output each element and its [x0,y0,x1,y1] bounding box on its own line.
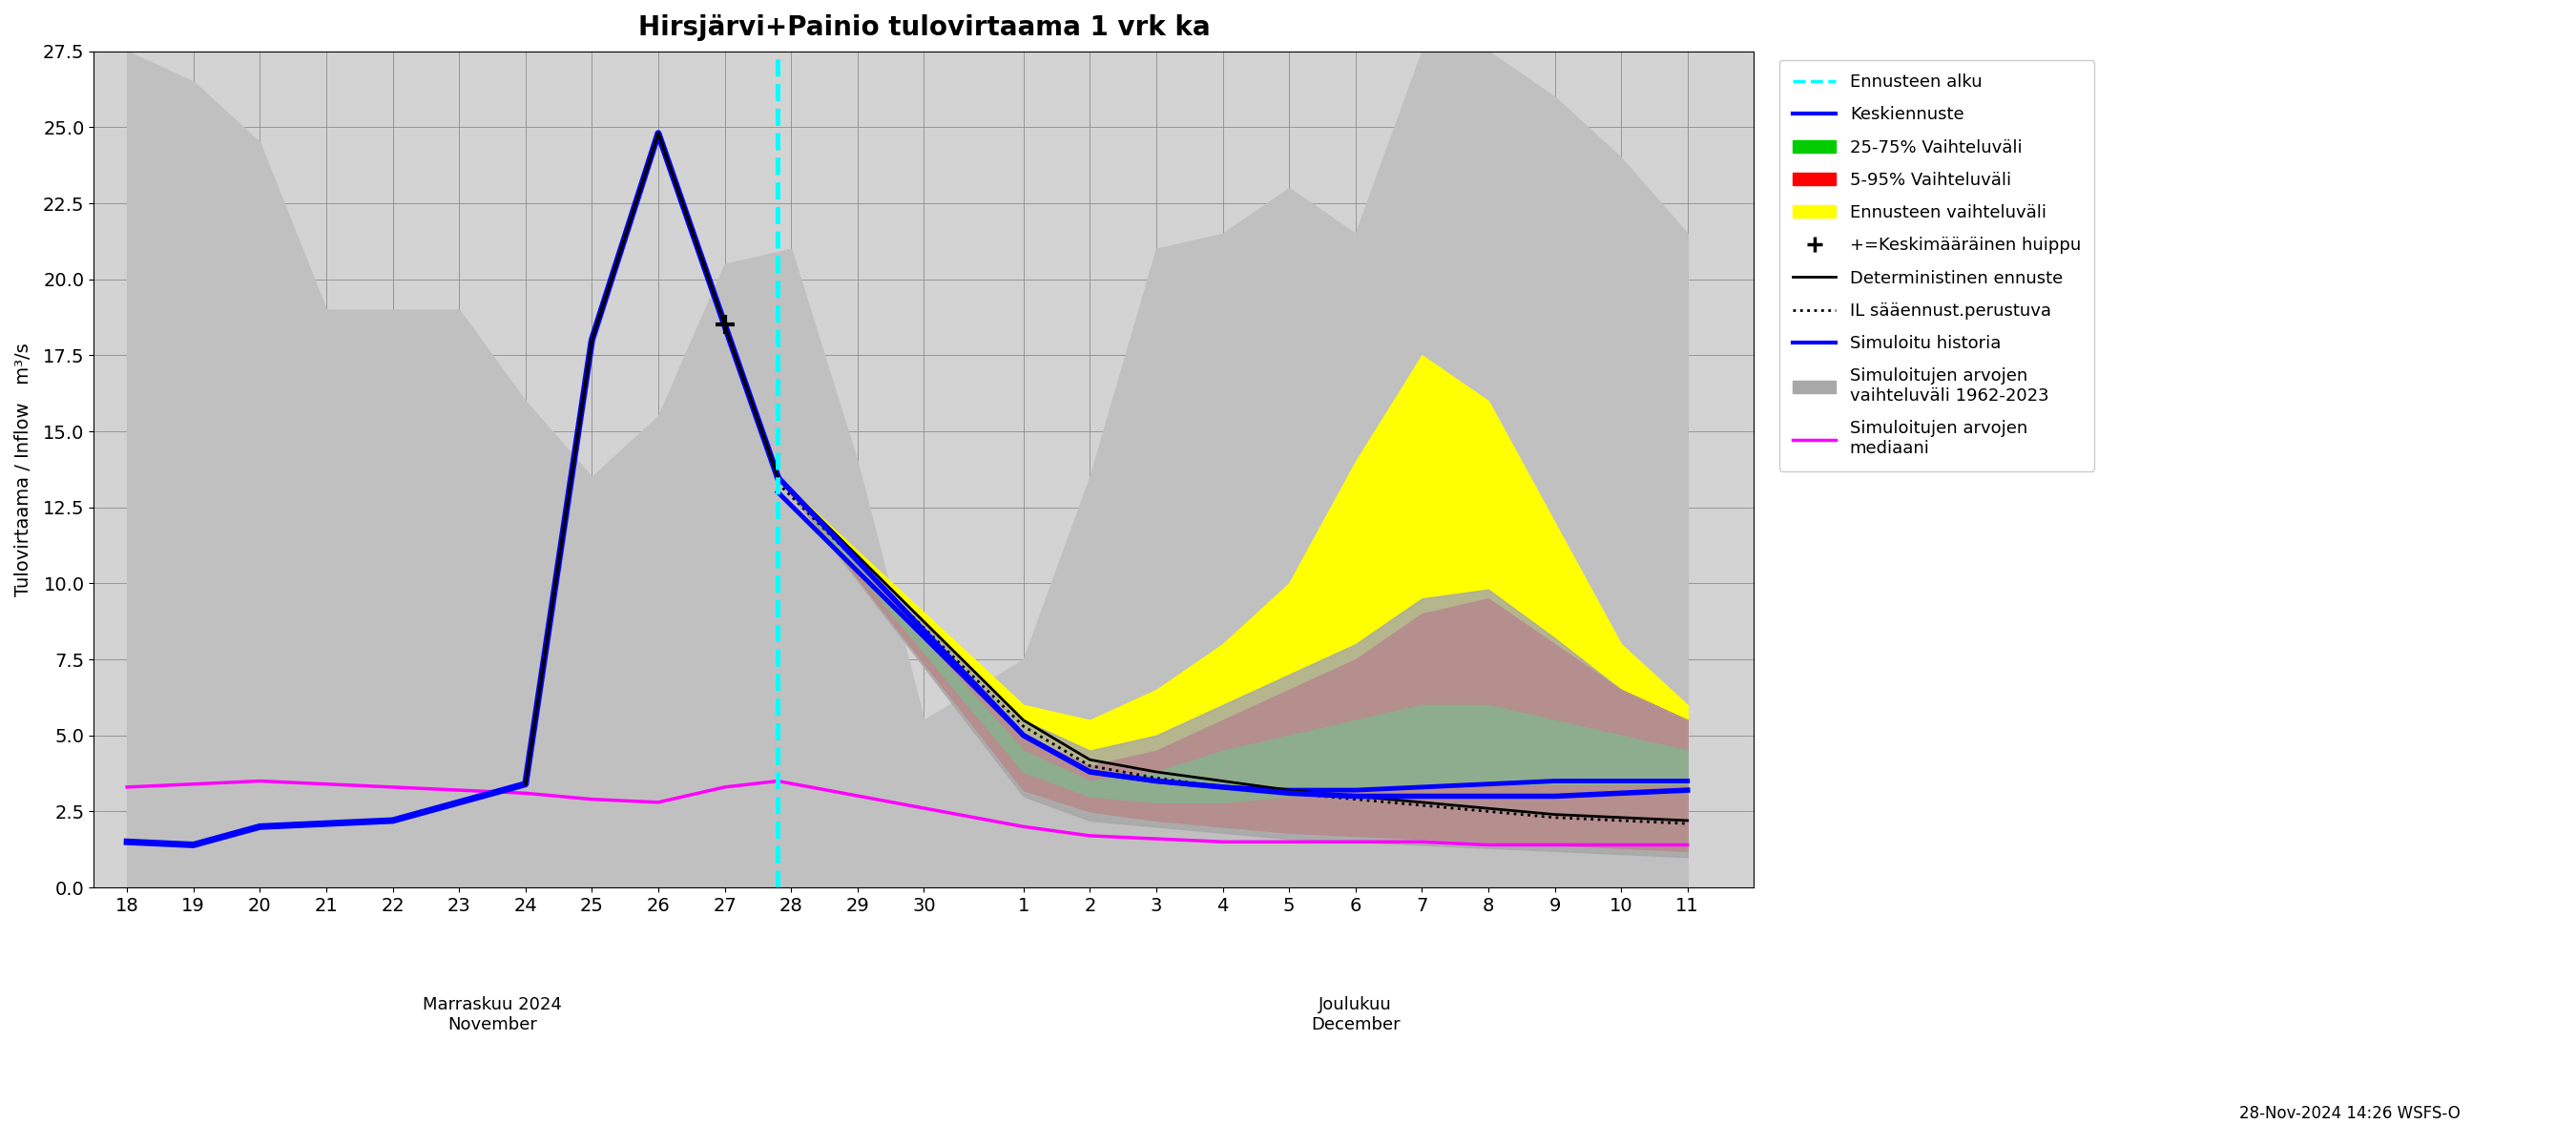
Text: Joulukuu
December: Joulukuu December [1311,996,1401,1033]
Title: Hirsjärvi+Painio tulovirtaama 1 vrk ka: Hirsjärvi+Painio tulovirtaama 1 vrk ka [639,14,1211,41]
Text: Marraskuu 2024
November: Marraskuu 2024 November [422,996,562,1033]
Y-axis label: Tulovirtaama / Inflow   m³/s: Tulovirtaama / Inflow m³/s [15,342,33,597]
Text: 28-Nov-2024 14:26 WSFS-O: 28-Nov-2024 14:26 WSFS-O [2239,1105,2460,1122]
Legend: Ennusteen alku, Keskiennuste, 25-75% Vaihteluväli, 5-95% Vaihteluväli, Ennusteen: Ennusteen alku, Keskiennuste, 25-75% Vai… [1780,60,2094,471]
